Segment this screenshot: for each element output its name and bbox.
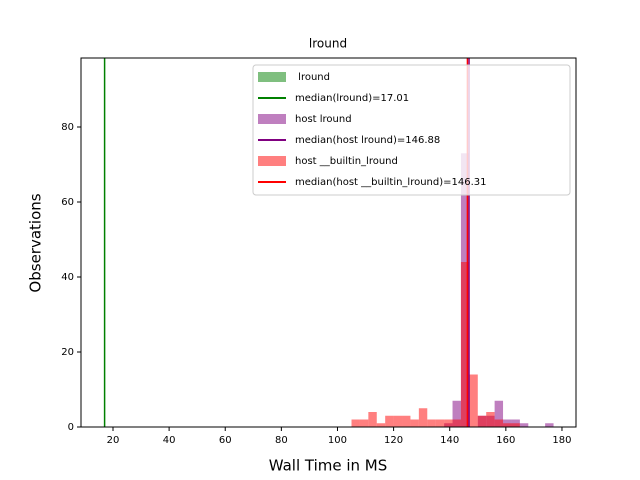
x-tick-label: 160 xyxy=(496,435,515,446)
legend-label: median(lround)=17.01 xyxy=(295,93,409,104)
histogram-bar xyxy=(494,419,504,427)
x-axis-label: Wall Time in MS xyxy=(269,457,388,475)
histogram-bar xyxy=(511,423,520,427)
histogram-bar xyxy=(402,415,411,427)
legend-label: lround xyxy=(295,72,330,83)
histogram-bar xyxy=(486,412,495,427)
x-tick-label: 80 xyxy=(275,435,288,446)
legend: lround median(lround)=17.01 host lround med… xyxy=(252,64,571,196)
x-tick-label: 180 xyxy=(552,435,571,446)
legend-label: host __builtin_lround xyxy=(295,156,398,167)
histogram-bar xyxy=(545,423,554,427)
legend-swatch xyxy=(258,156,286,166)
histogram-bar xyxy=(452,419,461,427)
histogram-bar xyxy=(494,400,504,427)
histogram-bar xyxy=(410,419,419,427)
histogram-bar xyxy=(435,419,445,427)
histogram-bar xyxy=(359,419,369,427)
histogram-bar xyxy=(477,415,487,427)
histogram-bar xyxy=(385,415,394,427)
histogram-bar xyxy=(427,419,436,427)
histogram-bar xyxy=(418,408,428,427)
x-tick-label: 20 xyxy=(107,435,120,446)
x-tick-label: 40 xyxy=(163,435,176,446)
legend-label: median(host lround)=146.88 xyxy=(295,135,440,146)
x-tick-label: 120 xyxy=(384,435,403,446)
legend-label: host lround xyxy=(295,114,352,125)
y-tick-label: 20 xyxy=(61,347,74,358)
histogram-bar xyxy=(519,423,529,427)
y-tick-label: 80 xyxy=(61,122,74,133)
y-tick-label: 60 xyxy=(61,197,74,208)
x-tick-label: 140 xyxy=(440,435,459,446)
y-tick-label: 40 xyxy=(61,272,74,283)
legend-swatch xyxy=(258,72,286,82)
x-tick-label: 60 xyxy=(219,435,232,446)
legend-label: median(host __builtin_lround)=146.31 xyxy=(295,177,487,188)
legend-box xyxy=(252,64,571,196)
histogram-bar xyxy=(469,374,478,427)
histogram-bar xyxy=(460,262,470,427)
axes-frame xyxy=(80,57,577,428)
y-axis-label: Observations xyxy=(27,193,45,292)
histogram-bar xyxy=(444,419,453,427)
histogram-bar xyxy=(393,415,403,427)
histogram-bar xyxy=(503,423,512,427)
y-tick-label: 0 xyxy=(68,422,74,433)
chart-title: lround xyxy=(309,37,347,51)
histogram-bar xyxy=(368,412,377,427)
histogram-bar xyxy=(452,400,461,427)
legend-swatch xyxy=(258,114,286,124)
histogram-bar xyxy=(351,419,360,427)
histogram-bar xyxy=(376,423,386,427)
x-tick-label: 100 xyxy=(328,435,347,446)
